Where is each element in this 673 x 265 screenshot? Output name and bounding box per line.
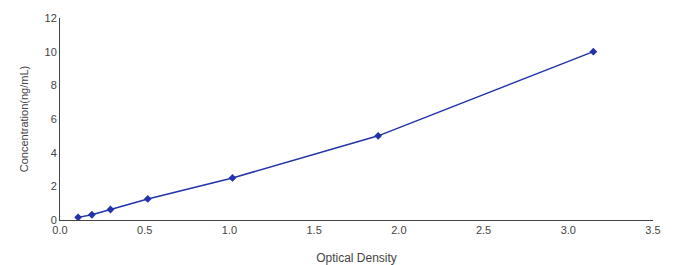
- svg-text:2.0: 2.0: [391, 224, 406, 236]
- svg-text:Optical Density: Optical Density: [316, 251, 397, 265]
- svg-text:3.0: 3.0: [561, 224, 576, 236]
- svg-text:Concentration(ng/mL): Concentration(ng/mL): [18, 66, 30, 172]
- svg-text:1.5: 1.5: [306, 224, 321, 236]
- svg-text:1.0: 1.0: [222, 224, 237, 236]
- svg-text:0.0: 0.0: [52, 224, 67, 236]
- svg-text:2.5: 2.5: [476, 224, 491, 236]
- svg-text:10: 10: [45, 46, 57, 58]
- svg-text:4: 4: [51, 147, 57, 159]
- svg-text:2: 2: [51, 180, 57, 192]
- svg-text:6: 6: [51, 113, 57, 125]
- svg-text:3.5: 3.5: [645, 224, 660, 236]
- svg-text:8: 8: [51, 79, 57, 91]
- svg-text:12: 12: [45, 12, 57, 24]
- svg-text:0: 0: [51, 214, 57, 226]
- svg-text:0.5: 0.5: [137, 224, 152, 236]
